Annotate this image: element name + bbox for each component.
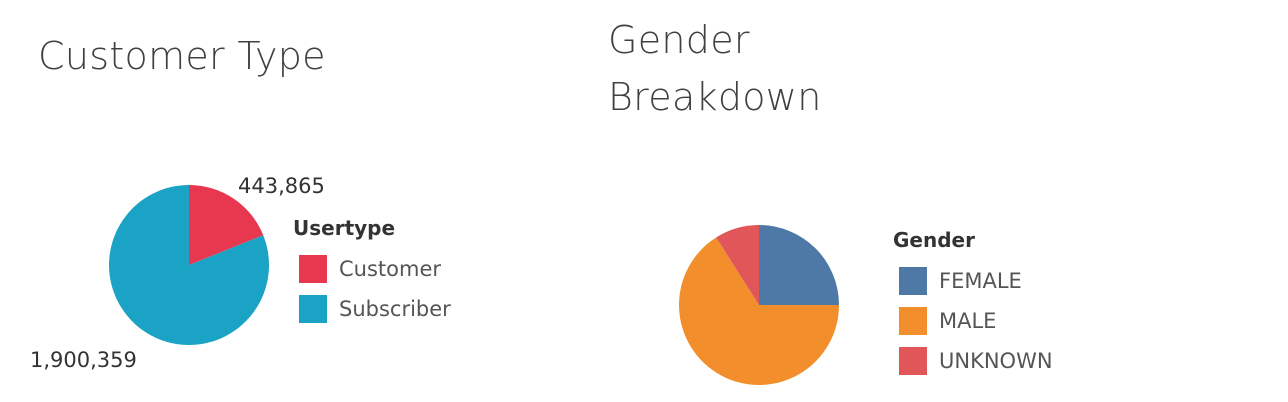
legend-label-male: MALE bbox=[939, 309, 997, 333]
legend-swatch-male bbox=[899, 307, 927, 335]
legend-title-gender: Gender bbox=[893, 228, 975, 252]
pie-slice-subscriber[interactable] bbox=[109, 185, 269, 345]
legend-gender: Gender FEMALE MALE UNKNOWN bbox=[893, 225, 1053, 381]
legend-swatch-subscriber bbox=[299, 295, 327, 323]
data-label-customer: 443,865 bbox=[238, 174, 325, 198]
legend-item-male[interactable]: MALE bbox=[893, 301, 1053, 341]
legend-swatch-female bbox=[899, 267, 927, 295]
pie-slice-unknown[interactable] bbox=[716, 225, 759, 305]
legend-label-customer: Customer bbox=[339, 257, 442, 281]
legend-item-customer[interactable]: Customer bbox=[293, 249, 451, 289]
legend-label-unknown: UNKNOWN bbox=[939, 349, 1053, 373]
legend-usertype: Usertype Customer Subscriber bbox=[293, 213, 451, 329]
pie-slice-customer[interactable] bbox=[189, 185, 264, 265]
chart-title-customer-type: Customer Type bbox=[38, 34, 326, 78]
chart-title-gender-breakdown: Gender Breakdown bbox=[608, 18, 822, 119]
legend-swatch-unknown bbox=[899, 347, 927, 375]
legend-label-subscriber: Subscriber bbox=[339, 297, 451, 321]
pie-slice-male[interactable] bbox=[679, 237, 839, 385]
legend-title-usertype: Usertype bbox=[293, 216, 396, 240]
data-label-subscriber: 1,900,359 bbox=[30, 348, 137, 372]
legend-swatch-customer bbox=[299, 255, 327, 283]
legend-item-subscriber[interactable]: Subscriber bbox=[293, 289, 451, 329]
legend-item-unknown[interactable]: UNKNOWN bbox=[893, 341, 1053, 381]
legend-item-female[interactable]: FEMALE bbox=[893, 261, 1053, 301]
legend-label-female: FEMALE bbox=[939, 269, 1022, 293]
pie-slice-female[interactable] bbox=[759, 225, 839, 305]
